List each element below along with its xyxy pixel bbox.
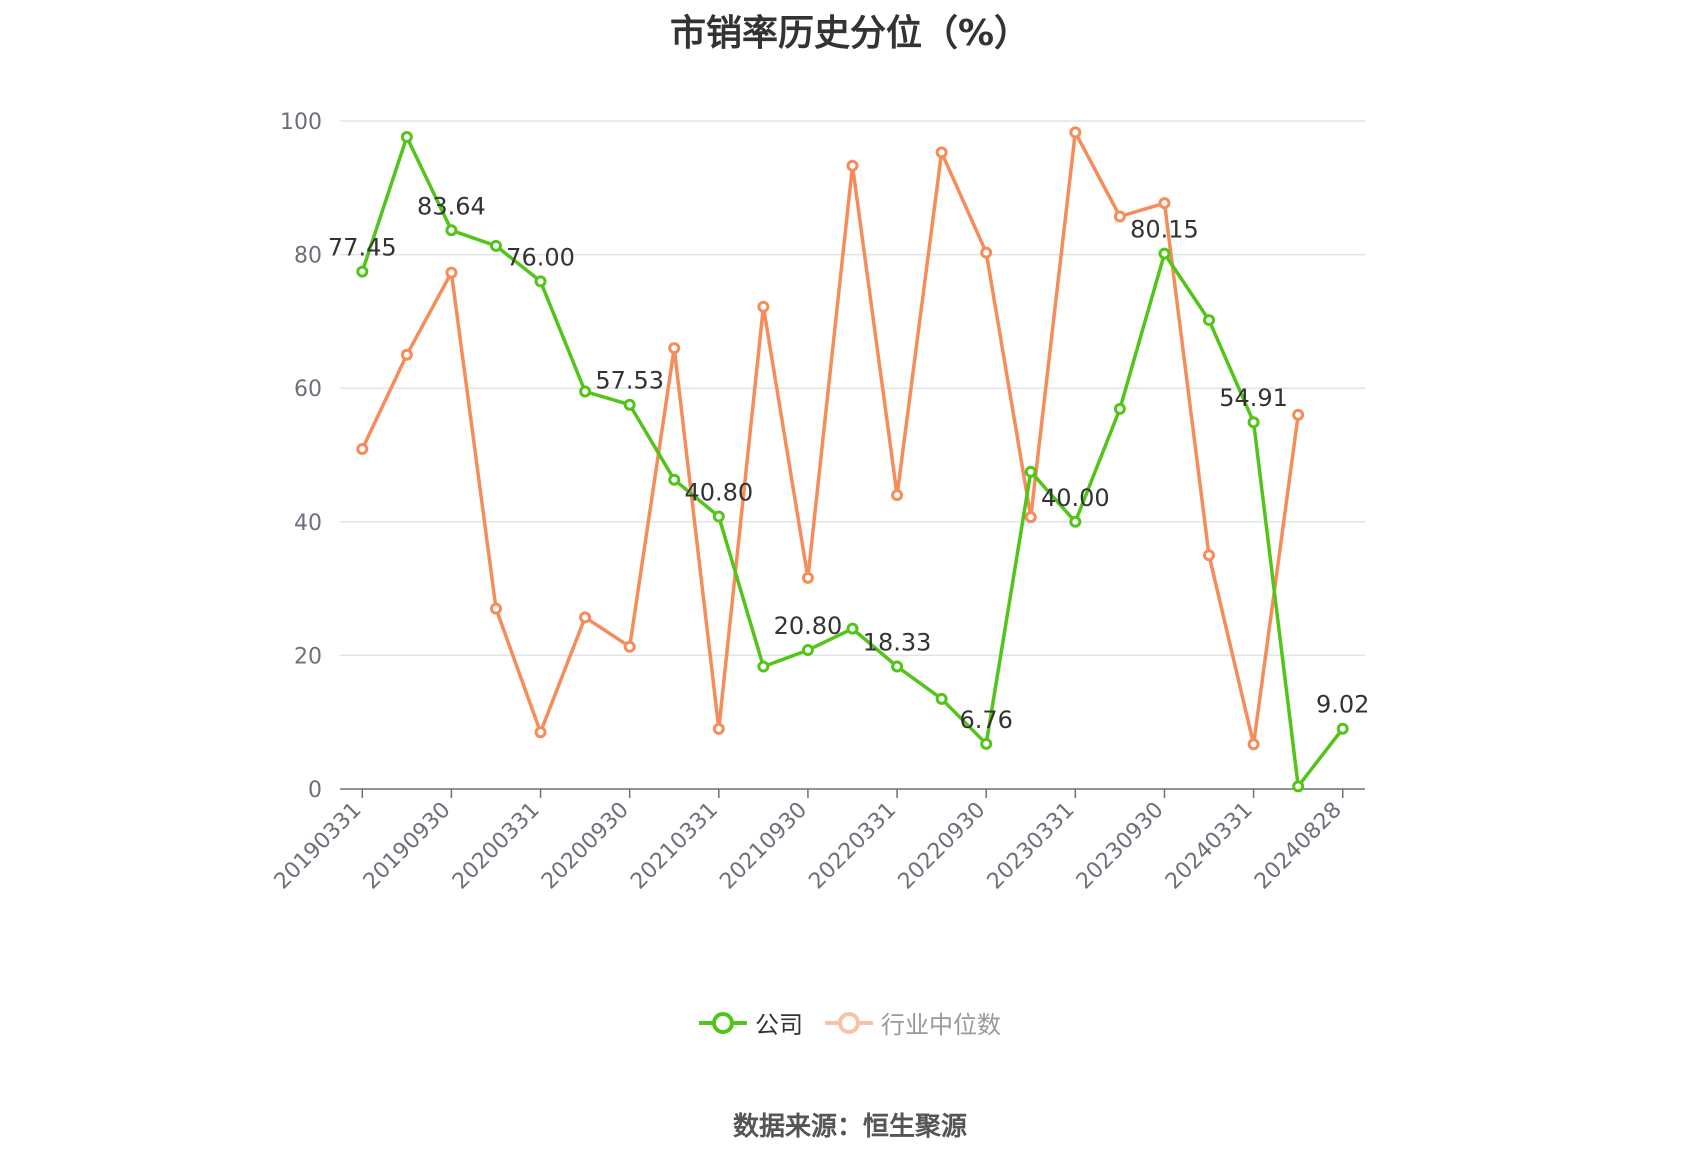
legend-marker-company	[699, 1011, 747, 1034]
legend: 公司 行业中位数	[0, 1005, 1700, 1040]
data-label: 9.02	[1316, 691, 1369, 719]
data-point[interactable]	[1113, 210, 1126, 223]
data-point[interactable]	[1024, 465, 1037, 478]
data-point[interactable]	[1158, 247, 1171, 260]
data-point[interactable]	[579, 385, 592, 398]
data-point[interactable]	[1158, 197, 1171, 210]
y-tick-label: 80	[294, 244, 322, 269]
data-point[interactable]	[668, 342, 681, 355]
series-line-1	[360, 130, 1300, 746]
legend-item-industry-median[interactable]: 行业中位数	[825, 1005, 1001, 1040]
data-point[interactable]	[712, 510, 725, 523]
data-point[interactable]	[356, 442, 369, 455]
data-point[interactable]	[757, 300, 770, 313]
data-point[interactable]	[668, 473, 681, 486]
x-tick-label: 20230331	[983, 798, 1080, 895]
data-point[interactable]	[980, 737, 993, 750]
data-label: 77.45	[328, 234, 397, 262]
legend-label-company: 公司	[755, 1011, 803, 1039]
data-point[interactable]	[846, 159, 859, 172]
data-point[interactable]	[712, 722, 725, 735]
data-point[interactable]	[445, 224, 458, 237]
data-point[interactable]	[1069, 126, 1082, 139]
data-point[interactable]	[801, 571, 814, 584]
data-point[interactable]	[400, 348, 413, 361]
data-point[interactable]	[1292, 408, 1305, 421]
x-tick-label: 20220930	[894, 798, 991, 895]
legend-marker-industry-median	[825, 1011, 873, 1034]
data-point[interactable]	[400, 131, 413, 144]
data-point[interactable]	[579, 611, 592, 624]
data-point[interactable]	[846, 622, 859, 635]
x-tick-label: 20200930	[537, 798, 634, 895]
data-point[interactable]	[1292, 780, 1305, 793]
legend-item-company[interactable]: 公司	[699, 1005, 803, 1040]
data-label: 54.91	[1219, 384, 1288, 412]
data-point[interactable]	[445, 266, 458, 279]
x-tick-label: 20240828	[1250, 798, 1347, 895]
data-point[interactable]	[1336, 722, 1349, 735]
data-point[interactable]	[891, 660, 904, 673]
data-point[interactable]	[534, 726, 547, 739]
data-point[interactable]	[1069, 515, 1082, 528]
data-point[interactable]	[623, 640, 636, 653]
data-label: 20.80	[774, 612, 843, 640]
data-point[interactable]	[1203, 314, 1216, 327]
data-point[interactable]	[757, 660, 770, 673]
data-point[interactable]	[534, 275, 547, 288]
x-tick-label: 20210331	[626, 798, 723, 895]
x-tick-label: 20240331	[1161, 798, 1258, 895]
data-point[interactable]	[623, 398, 636, 411]
y-tick-label: 40	[294, 511, 322, 536]
x-tick-label: 20190930	[359, 798, 456, 895]
data-point[interactable]	[1203, 549, 1216, 562]
data-point[interactable]	[891, 489, 904, 502]
y-tick-label: 60	[294, 377, 322, 402]
data-label: 57.53	[595, 367, 664, 395]
data-source: 数据来源：恒生聚源	[732, 1112, 967, 1142]
data-label: 40.80	[684, 478, 753, 506]
data-point[interactable]	[1247, 416, 1260, 429]
x-tick-label: 20190331	[270, 798, 367, 895]
data-label: 80.15	[1130, 216, 1199, 244]
data-point[interactable]	[1113, 402, 1126, 415]
y-tick-label: 20	[294, 644, 322, 669]
legend-label-industry-median: 行业中位数	[881, 1011, 1001, 1039]
x-tick-label: 20200331	[448, 798, 545, 895]
data-point[interactable]	[980, 246, 993, 259]
data-point[interactable]	[1247, 738, 1260, 751]
data-point[interactable]	[801, 644, 814, 657]
data-label: 40.00	[1041, 484, 1110, 512]
data-point[interactable]	[489, 239, 502, 252]
data-label: 83.64	[417, 192, 486, 220]
chart-title: 市销率历史分位（%）	[669, 13, 1031, 54]
data-point[interactable]	[935, 692, 948, 705]
data-label: 76.00	[506, 243, 575, 271]
data-point[interactable]	[935, 146, 948, 159]
data-label: 18.33	[863, 629, 932, 657]
data-point[interactable]	[1024, 511, 1037, 524]
data-label: 6.76	[959, 706, 1012, 734]
x-tick-label: 20210930	[715, 798, 812, 895]
y-tick-label: 100	[280, 110, 322, 135]
y-tick-label: 0	[308, 778, 322, 803]
x-tick-label: 20220331	[804, 798, 901, 895]
data-point[interactable]	[356, 265, 369, 278]
data-point[interactable]	[489, 602, 502, 615]
x-tick-label: 20230930	[1072, 798, 1169, 895]
